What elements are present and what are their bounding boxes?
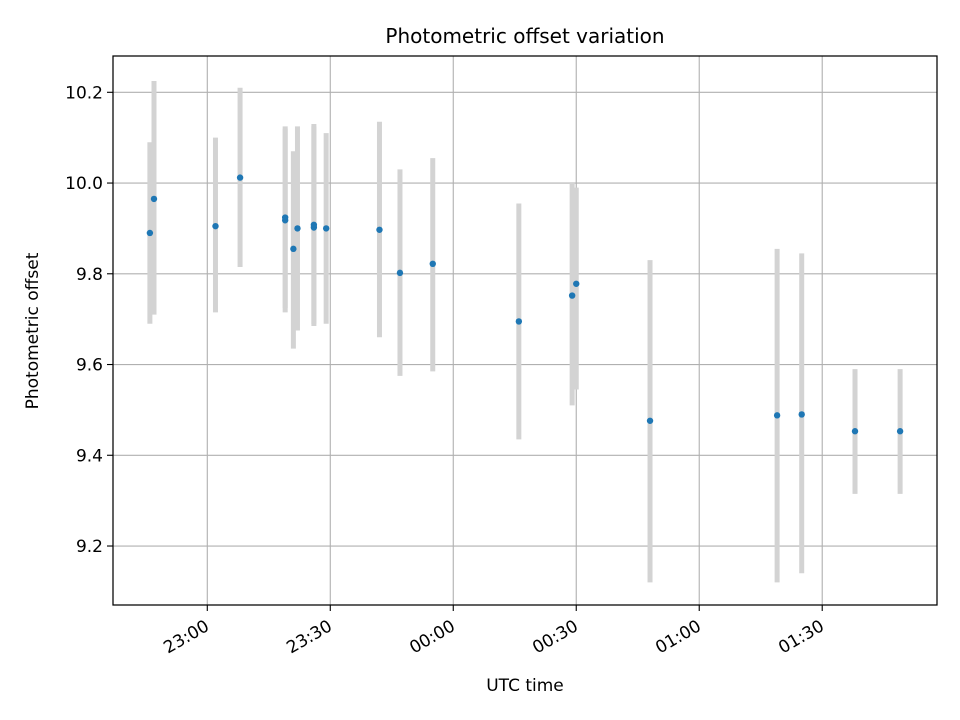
data-point — [294, 225, 301, 232]
y-tick-label: 10.2 — [65, 83, 103, 103]
data-point — [150, 195, 158, 203]
chart-title: Photometric offset variation — [385, 24, 664, 48]
data-point — [212, 222, 219, 230]
data-point — [568, 292, 576, 299]
data-point — [281, 214, 289, 221]
data-point — [429, 260, 436, 268]
data-points — [146, 174, 904, 435]
y-tick-label: 9.2 — [76, 537, 103, 557]
y-tick-label: 9.6 — [76, 356, 103, 376]
data-point — [310, 221, 318, 228]
data-point — [236, 174, 244, 181]
x-axis-title: UTC time — [486, 676, 564, 696]
data-point — [798, 411, 805, 418]
data-point — [573, 280, 580, 287]
data-point — [851, 428, 859, 435]
data-point — [896, 428, 904, 435]
y-axis-title: Photometric offset — [23, 252, 43, 409]
y-tick-label: 9.8 — [76, 265, 103, 285]
data-point — [396, 269, 404, 277]
data-point — [322, 225, 330, 232]
y-tick-label: 10.0 — [65, 174, 103, 194]
data-point — [290, 245, 297, 253]
y-axis: 9.2 9.4 9.6 9.8 10.0 10.2 — [65, 83, 113, 557]
data-point — [376, 226, 383, 233]
plot-frame — [112, 55, 938, 606]
y-tick-label: 9.4 — [76, 446, 103, 466]
data-point — [515, 318, 523, 325]
data-point — [646, 417, 654, 424]
data-point — [773, 412, 781, 419]
data-point — [146, 229, 154, 237]
